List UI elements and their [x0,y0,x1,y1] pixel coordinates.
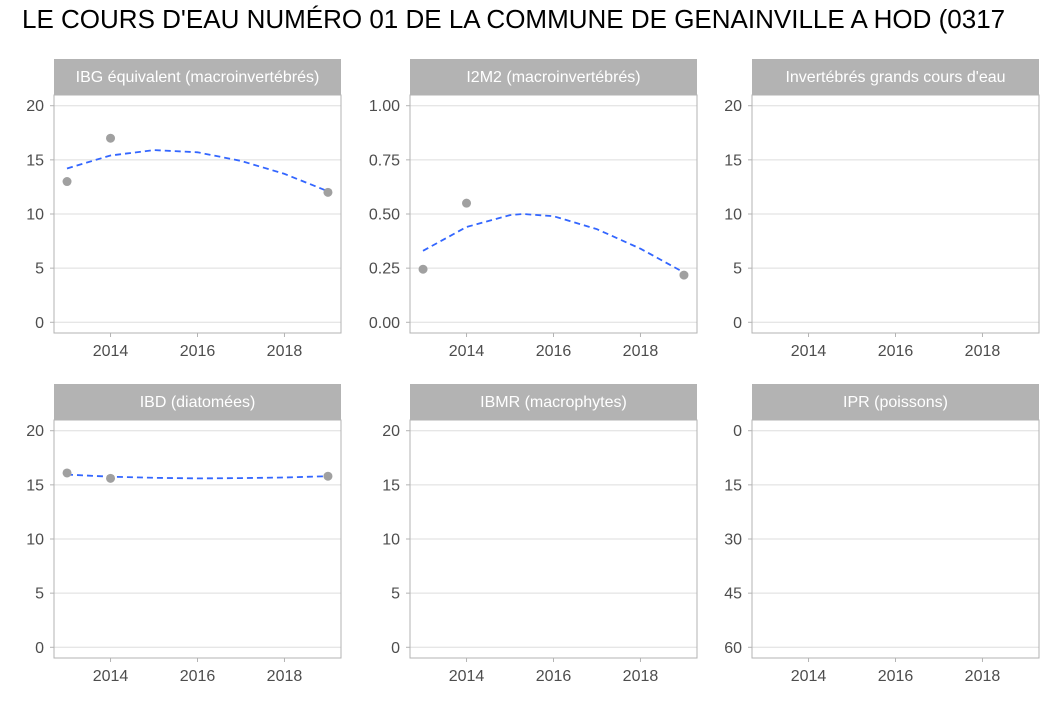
x-tick-label: 2018 [965,668,1001,685]
data-point [106,473,116,483]
y-tick-label: 15 [382,477,400,494]
y-tick-label: 5 [35,586,44,603]
data-point [62,468,72,478]
data-point [106,133,116,143]
y-tick-label: 15 [26,477,44,494]
x-tick-label: 2018 [965,343,1001,360]
y-tick-label: 20 [724,98,742,115]
x-tick-label: 2016 [536,343,572,360]
y-tick-label: 15 [724,152,742,169]
panel-border [409,94,698,334]
x-tick-label: 2016 [878,668,914,685]
y-tick-label: 10 [26,207,44,224]
y-tick-label: 0 [35,640,44,657]
panel-border [53,419,342,659]
y-tick-label: 10 [724,207,742,224]
trend-line [422,213,685,274]
y-tick-label: 10 [382,532,400,549]
y-tick-label: 0.00 [369,315,400,332]
y-tick-label: 15 [26,152,44,169]
y-tick-label: 45 [724,586,742,603]
facet-title: I2M2 (macroinvertébrés) [466,69,640,86]
y-tick-label: 1.00 [369,98,400,115]
x-tick-label: 2016 [180,668,216,685]
facet-strip [410,384,697,420]
x-tick-label: 2016 [180,343,216,360]
y-tick-label: 0 [35,315,44,332]
x-tick-label: 2014 [791,343,827,360]
x-tick-label: 2014 [93,668,129,685]
data-point [323,187,333,197]
y-tick-label: 5 [391,586,400,603]
facet-strip [410,59,697,95]
y-tick-label: 5 [35,261,44,278]
x-tick-label: 2018 [623,343,659,360]
data-point [62,177,72,187]
y-tick-label: 0 [391,640,400,657]
y-tick-label: 20 [382,423,400,440]
panel-border [751,94,1040,334]
panel-border [53,94,342,334]
y-tick-label: 20 [26,98,44,115]
y-tick-label: 0.25 [369,261,400,278]
x-tick-label: 2014 [449,668,485,685]
x-tick-label: 2014 [93,343,129,360]
panel-border [409,419,698,659]
y-tick-label: 0 [733,423,742,440]
y-tick-label: 15 [724,477,742,494]
panel-border [751,419,1040,659]
trend-line [66,149,329,193]
x-tick-label: 2016 [536,668,572,685]
x-tick-label: 2016 [878,343,914,360]
x-tick-label: 2018 [623,668,659,685]
y-tick-label: 0 [733,315,742,332]
facet-strip [752,384,1039,420]
facet-title: IPR (poissons) [843,394,948,411]
y-tick-label: 5 [733,261,742,278]
x-tick-label: 2018 [267,668,303,685]
facet-strip [54,59,341,95]
data-point [418,264,428,274]
facet-strip [752,59,1039,95]
y-tick-label: 0.50 [369,207,400,224]
data-point [462,198,472,208]
y-tick-label: 30 [724,532,742,549]
page-title: LE COURS D'EAU NUMÉRO 01 DE LA COMMUNE D… [22,4,1006,34]
y-tick-label: 10 [26,532,44,549]
facet-title: Invertébrés grands cours d'eau [785,69,1005,86]
data-point [323,471,333,481]
facet-title: IBD (diatomées) [140,394,256,411]
y-tick-label: 20 [26,423,44,440]
data-point [679,270,689,280]
y-tick-label: 60 [724,640,742,657]
facet-title: IBG équivalent (macroinvertébrés) [76,69,320,86]
x-tick-label: 2014 [791,668,827,685]
y-tick-label: 0.75 [369,152,400,169]
x-tick-label: 2014 [449,343,485,360]
facet-strip [54,384,341,420]
x-tick-label: 2018 [267,343,303,360]
facet-title: IBMR (macrophytes) [480,394,627,411]
